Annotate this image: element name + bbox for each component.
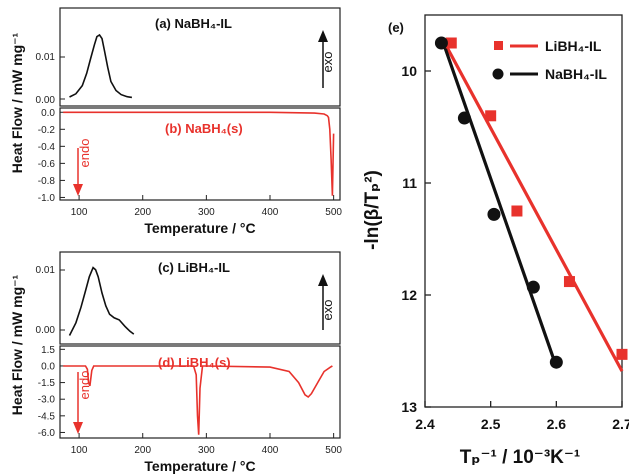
panel-e-title: (e) [388,20,404,35]
point-nabh4-2 [487,207,501,221]
panel-b-curve [63,111,335,196]
panel-d-ytick-1: 0.0 [41,361,55,372]
panel-e-ytick-1: 11 [402,175,417,191]
panel-b-xtick-2: 300 [198,207,215,218]
panel-d-xtick-4: 500 [325,445,342,456]
panel-d-ytick-5: -6.0 [38,428,56,439]
point-libh4-3 [563,276,575,288]
panel-d-frame [59,345,341,439]
panel-a-title: (a) NaBH₄-IL [155,16,232,31]
panel-b: (b) NaBH₄(s) 0.0 -0.2 -0.4 -0.6 -0.8 -1.0 100… [38,107,342,236]
legend-label-nabh4: NaBH₄-IL [545,66,607,82]
panel-e-ytick-3: 13 [401,399,417,415]
panel-c-ytick-1: 0.00 [36,325,56,336]
panel-b-xlabel: Temperature / °C [144,220,255,236]
panel-c-curve [68,266,135,336]
fit-line-nabh4 [439,36,558,368]
panel-b-endo-arrow [73,148,83,196]
top-ylabel: Heat Flow / mW mg⁻¹ [9,32,25,173]
panel-d-ytick-2: -1.5 [38,378,56,389]
point-nabh4-0 [434,36,448,50]
panel-d-ytick-3: -3.0 [38,395,56,406]
panel-e-xtick-1: 2.5 [481,416,501,432]
panel-b-xtick-4: 500 [325,207,342,218]
panel-d: (d) LiBH₄(s) 1.50.0-1.5-3.0-4.5-6.0 100 2… [38,345,343,474]
panel-d-xtick-3: 400 [262,445,279,456]
panel-d-endo-arrow [73,372,83,434]
panel-d-ytick-4: -4.5 [38,411,56,422]
panel-e-ylabel: -ln(β/Tₚ²) [362,170,383,250]
panel-e-ytick-2: 12 [401,287,417,303]
panel-b-frame [59,107,341,201]
panel-b-ytick-4: -0.8 [38,176,56,187]
panel-d-xtick-1: 200 [134,445,151,456]
panel-c-exo-arrow [318,274,328,330]
panel-a-exo-arrow [318,30,328,88]
panel-b-ytick-2: -0.4 [38,142,56,153]
panel-b-ytick-3: -0.6 [38,159,56,170]
panel-b-xtick-0: 100 [71,207,88,218]
bottom-ylabel: Heat Flow / mW mg⁻¹ [9,274,25,415]
panel-c-ytick-0: 0.01 [36,265,56,276]
panel-a: (a) NaBH₄-IL 0.01 0.00 exo [36,7,341,107]
panel-a-curve [69,33,133,99]
panel-e-xlabel: Tₚ⁻¹ / 10⁻³K⁻¹ [460,447,580,468]
panel-b-ytick-1: -0.2 [38,125,56,136]
panel-a-ytick-1: 0.00 [36,95,56,106]
panel-c-exo-label: exo [320,300,335,321]
legend-marker-nabh4 [492,68,504,80]
panel-e-legend: LiBH₄-IL NaBH₄-IL [492,38,607,82]
panel-c: (c) LiBH₄-IL 0.01 0.00 exo [36,251,341,345]
point-libh4-0 [445,37,457,49]
panel-e-xtick-3: 2.7 [612,416,629,432]
point-libh4-4 [616,348,628,360]
point-nabh4-1 [457,111,471,125]
panel-d-xtick-0: 100 [71,445,88,456]
panel-b-xtick-1: 200 [134,207,151,218]
panel-b-endo-label: endo [77,139,92,168]
panel-c-frame [59,251,341,345]
point-nabh4-3 [526,280,540,294]
panel-c-title: (c) LiBH₄-IL [158,260,230,275]
panel-e-frame [424,14,623,408]
panel-d-curve [63,365,333,435]
point-libh4-1 [485,110,497,122]
panel-e-ytick-0: 10 [401,63,417,79]
legend-marker-libh4 [494,41,503,50]
panel-e: (e) 10 11 12 13 2.4 2.5 2.6 2.7 LiBH₄-IL NaBH₄… [362,14,629,468]
panel-b-ytick-5: -1.0 [38,193,56,204]
panel-d-xlabel: Temperature / °C [144,458,255,474]
panel-b-ytick-0: 0.0 [41,108,55,119]
panel-d-xtick-2: 300 [198,445,215,456]
panel-a-ytick-0: 0.01 [36,52,56,63]
panel-e-xtick-0: 2.4 [415,416,435,432]
panel-b-xtick-3: 400 [262,207,279,218]
legend-label-libh4: LiBH₄-IL [545,38,602,54]
panel-d-ytick-0: 1.5 [41,345,55,356]
panel-e-xtick-2: 2.6 [547,416,567,432]
point-libh4-2 [511,205,523,217]
panel-b-title: (b) NaBH₄(s) [165,121,243,136]
point-nabh4-4 [549,355,563,369]
fit-line-libh4 [443,42,624,372]
panel-a-exo-label: exo [320,52,335,73]
